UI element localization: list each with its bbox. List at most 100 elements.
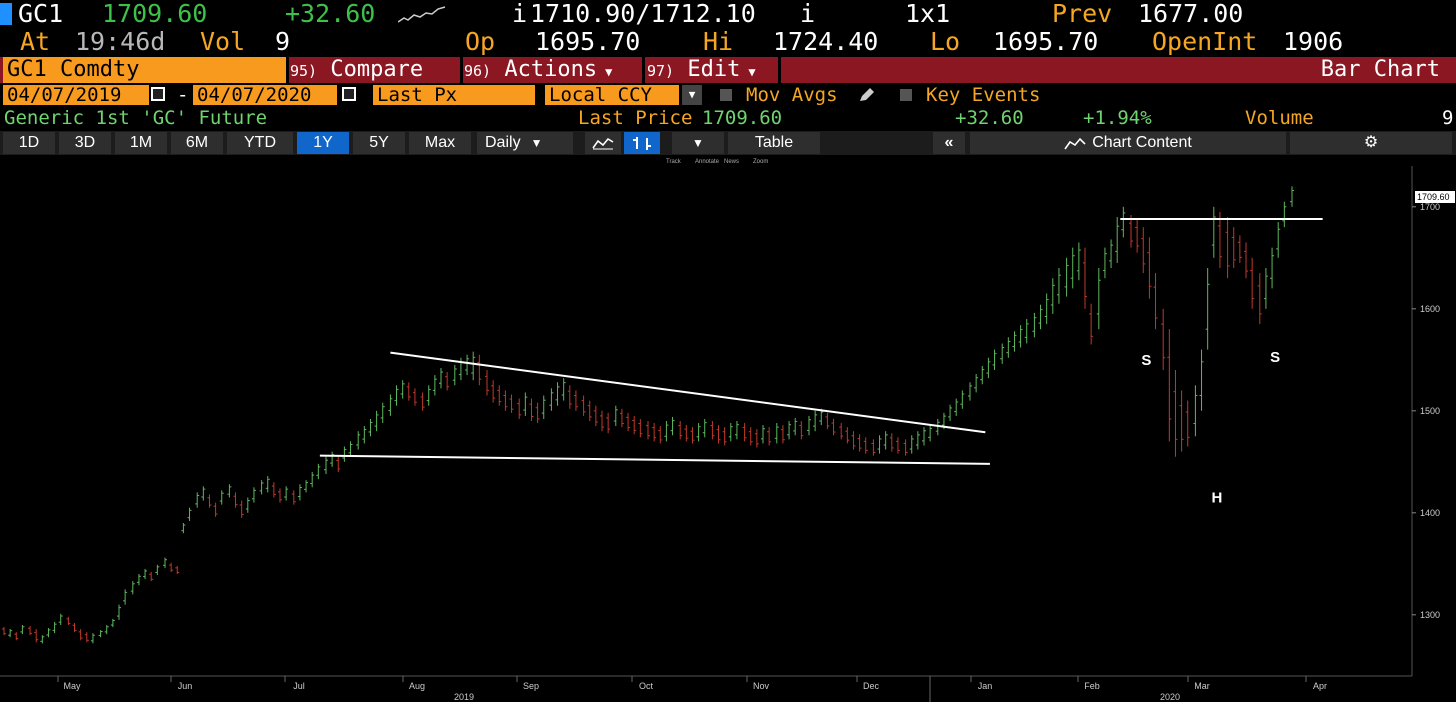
bid-ask: 1710.90/1712.10 xyxy=(530,0,756,28)
actions-menu[interactable]: 96) Actions ▼ xyxy=(464,57,640,83)
start-date-field[interactable]: 04/07/2019 xyxy=(3,85,149,105)
security-name: Generic 1st 'GC' Future xyxy=(4,107,268,129)
chart-content-icon xyxy=(1064,137,1086,150)
chart-content-label: Chart Content xyxy=(1092,134,1192,151)
line-chart-button[interactable] xyxy=(585,132,621,154)
info-bar: Generic 1st 'GC' Future Last Price 1709.… xyxy=(0,107,1456,130)
gear-icon: ⚙ xyxy=(1363,134,1379,151)
mov-avgs-checkbox[interactable] xyxy=(720,89,732,101)
range-3d[interactable]: 3D xyxy=(59,132,111,154)
table-button[interactable]: Table xyxy=(728,132,820,154)
x-tick-label: May xyxy=(63,681,81,691)
range-5y[interactable]: 5Y xyxy=(353,132,405,154)
price-bars xyxy=(2,186,1294,644)
range-max[interactable]: Max xyxy=(409,132,471,154)
pattern-annotations: S H S xyxy=(1141,349,1280,507)
edit-menu[interactable]: 97) Edit ▼ xyxy=(647,57,775,83)
calendar-icon[interactable] xyxy=(342,87,356,101)
mini-tool-track: Track xyxy=(666,159,682,165)
chart-mini-toolbar: Track Annotate News Zoom xyxy=(666,159,768,165)
key-events-checkbox[interactable] xyxy=(900,89,912,101)
at-label: At xyxy=(20,27,51,56)
chevron-down-icon: ▼ xyxy=(748,65,756,79)
double-chevron-left-icon: « xyxy=(944,134,954,151)
calendar-icon[interactable] xyxy=(151,87,165,101)
y-tick-label: 1400 xyxy=(1420,508,1440,518)
last-price-label: Last Price xyxy=(578,107,693,129)
x-tick-label: Jan xyxy=(978,681,993,691)
chart-grid xyxy=(0,166,1413,677)
period-select[interactable]: Daily ▼ xyxy=(477,132,573,154)
menu-separator xyxy=(778,57,781,83)
chevron-down-icon: ▼ xyxy=(530,136,543,150)
compare-num: 95) xyxy=(290,62,318,80)
compare-label: Compare xyxy=(330,57,424,82)
vol-label: Vol xyxy=(200,27,246,56)
price-chart[interactable]: Track Annotate News Zoom 1300 1400 1500 1600 17… xyxy=(0,156,1456,702)
bid-prefix: i xyxy=(512,0,528,28)
pattern-label: S xyxy=(1141,352,1151,369)
open-label: Op xyxy=(465,27,496,56)
edit-label: Edit xyxy=(687,57,741,82)
info-pct-change: +1.94% xyxy=(1083,107,1152,129)
range-6m[interactable]: 6M xyxy=(171,132,223,154)
high-value: 1724.40 xyxy=(773,27,879,56)
chart-content-button[interactable]: Chart Content xyxy=(970,132,1286,154)
x-tick-label: Aug xyxy=(409,681,425,691)
x-year-label: 2020 xyxy=(1160,692,1180,702)
actions-label: Actions xyxy=(504,57,598,82)
lower-wedge-trendline xyxy=(319,454,990,465)
info-change: +32.60 xyxy=(955,107,1024,129)
chevron-down-icon: ▼ xyxy=(688,88,696,101)
y-tick-label: 1600 xyxy=(1420,304,1440,314)
openint-label: OpenInt xyxy=(1152,27,1258,56)
range-1y[interactable]: 1Y xyxy=(297,132,349,154)
settings-bar: 04/07/2019 - 04/07/2020 Last Px Local CC… xyxy=(0,84,1456,106)
x-tick-label: Apr xyxy=(1313,681,1327,691)
range-1m[interactable]: 1M xyxy=(115,132,167,154)
edit-num: 97) xyxy=(647,62,675,80)
x-axis: May Jun Jul Aug Sep Oct Nov Dec Jan Feb Mar Apr 2019… xyxy=(57,676,1327,702)
mini-tool-zoom: Zoom xyxy=(753,159,768,165)
upper-wedge-trendline xyxy=(390,351,986,434)
pencil-icon[interactable] xyxy=(858,87,876,103)
chart-toolbar: 1D 3D 1M 6M YTD 1Y 5Y Max Daily ▼ ▼ Table… xyxy=(0,131,1456,155)
last-price-value: 1709.60 xyxy=(702,107,783,129)
date-dash: - xyxy=(177,84,189,106)
ticker-marker xyxy=(0,3,12,25)
security-field[interactable]: GC1 Comdty xyxy=(3,57,289,83)
mov-avgs-label: Mov Avgs xyxy=(746,84,838,106)
x-tick-label: Jun xyxy=(178,681,193,691)
key-events-label: Key Events xyxy=(926,84,1041,106)
range-1d[interactable]: 1D xyxy=(3,132,55,154)
y-tick-label: 1500 xyxy=(1420,406,1440,416)
bid-ask-size: 1x1 xyxy=(905,0,951,28)
last-price-tag-label: 1709.60 xyxy=(1417,192,1450,202)
end-date-field[interactable]: 04/07/2020 xyxy=(193,85,337,105)
quote-header: GC1 1709.60 +32.60 i 1710.90/1712.10 i 1… xyxy=(0,0,1456,28)
y-tick-label: 1700 xyxy=(1420,202,1440,212)
menu-bar: GC1 Comdty 95) Compare 96) Actions ▼ 97) … xyxy=(0,57,1456,83)
currency-dropdown-button[interactable]: ▼ xyxy=(682,85,702,105)
prev-label: Prev xyxy=(1052,0,1113,28)
field-select[interactable]: Last Px xyxy=(373,85,535,105)
ticker-symbol[interactable]: GC1 xyxy=(18,0,64,28)
x-tick-label: Dec xyxy=(863,681,880,691)
x-year-label: 2019 xyxy=(454,692,474,702)
open-value: 1695.70 xyxy=(535,27,641,56)
bar-chart-button[interactable] xyxy=(624,132,660,154)
settings-button[interactable]: ⚙ xyxy=(1290,132,1452,154)
high-label: Hi xyxy=(703,27,734,56)
pattern-label: S xyxy=(1270,349,1280,366)
range-ytd[interactable]: YTD xyxy=(227,132,293,154)
vol-value: 9 xyxy=(275,27,291,56)
last-price: 1709.60 xyxy=(102,0,208,28)
menu-separator xyxy=(286,57,289,83)
collapse-button[interactable]: « xyxy=(933,132,965,154)
currency-select[interactable]: Local CCY xyxy=(545,85,679,105)
y-tick-label: 1300 xyxy=(1420,610,1440,620)
chart-type-dropdown[interactable]: ▼ xyxy=(672,132,724,154)
compare-button[interactable]: 95) Compare xyxy=(290,57,458,83)
period-label: Daily xyxy=(485,134,521,151)
